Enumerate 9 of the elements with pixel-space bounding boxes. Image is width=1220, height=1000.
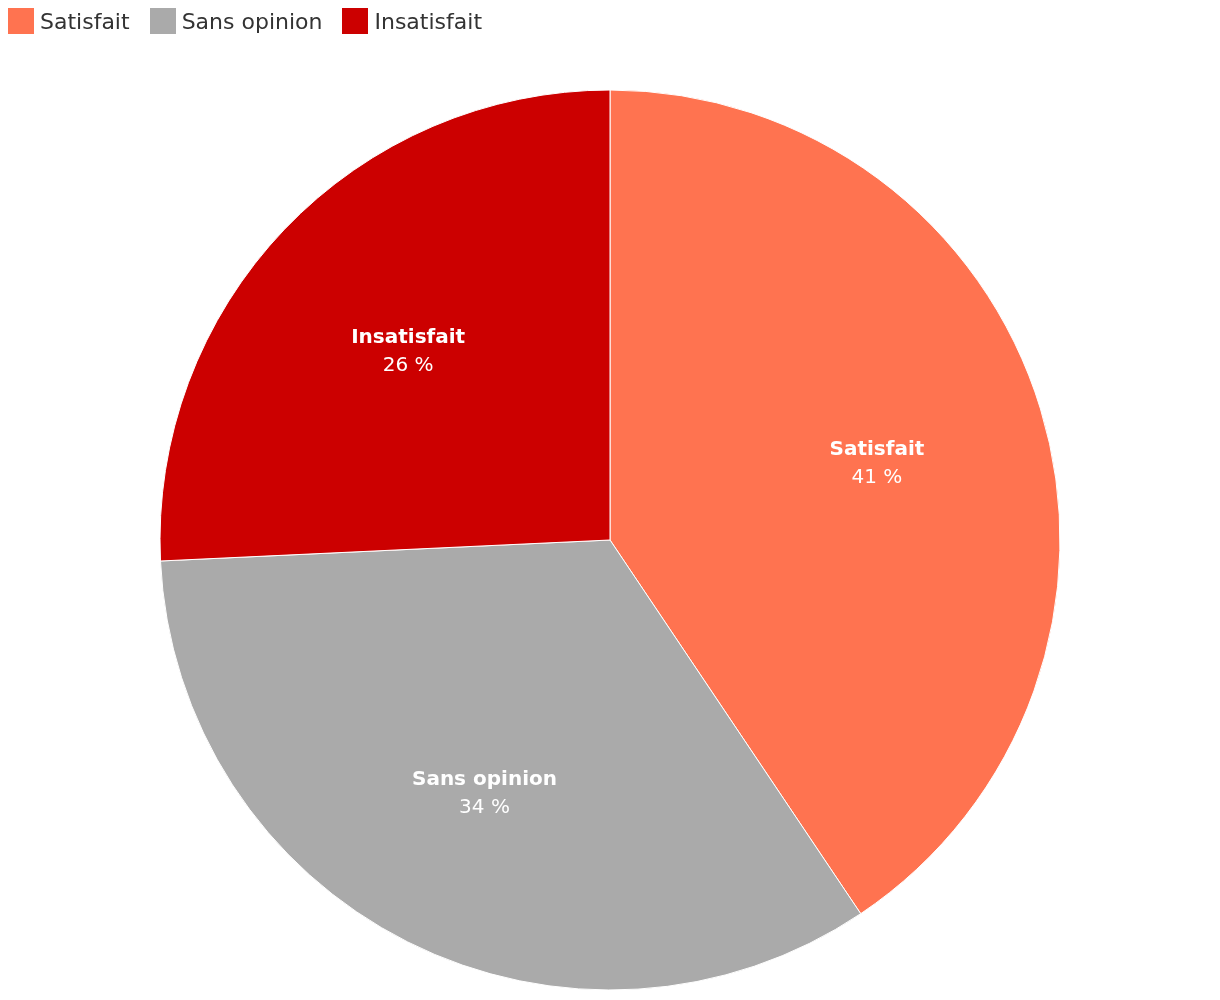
slice-label: Insatisfait [351, 324, 466, 349]
data-label: 26 % [382, 352, 434, 377]
slice-label: Satisfait [829, 435, 925, 460]
data-label: 41 % [851, 463, 903, 488]
data-label: 34 % [459, 794, 510, 819]
slice-label: Sans opinion [412, 766, 557, 791]
legend-label: Satisfait [39, 8, 130, 34]
legend-label: Insatisfait [373, 8, 483, 34]
legend-label: Sans opinion [180, 8, 323, 34]
